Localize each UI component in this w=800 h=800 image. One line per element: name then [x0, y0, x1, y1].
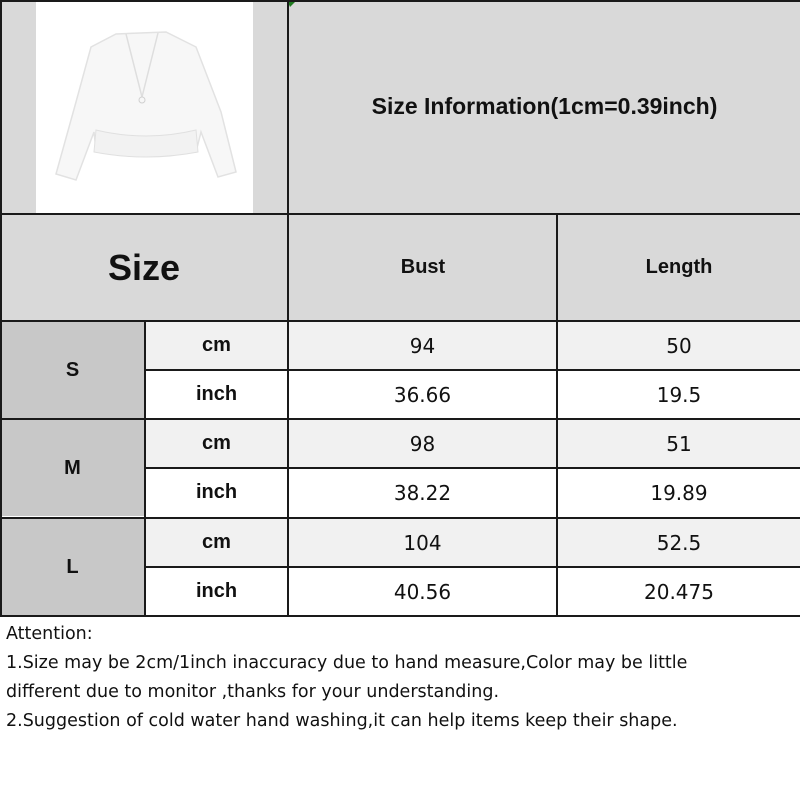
length-value: 50: [558, 322, 800, 369]
bust-value: 98: [289, 420, 556, 467]
unit-label: cm: [146, 322, 287, 369]
size-label-m: M: [0, 420, 145, 516]
length-value: 52.5: [558, 519, 800, 566]
bust-value: 40.56: [289, 568, 556, 615]
unit-label: inch: [146, 568, 287, 615]
unit-label: cm: [146, 420, 287, 467]
product-image: [36, 2, 253, 213]
product-image-cell: [0, 0, 288, 213]
length-value: 19.5: [558, 371, 800, 418]
attention-line: 2.Suggestion of cold water hand washing,…: [6, 711, 678, 731]
bust-column-header: Bust: [289, 215, 557, 320]
blouse-illustration: [55, 31, 237, 181]
attention-line: 1.Size may be 2cm/1inch inaccuracy due t…: [6, 653, 688, 673]
size-label-s: S: [0, 322, 145, 418]
size-label-l: L: [0, 519, 145, 615]
bust-value: 104: [289, 519, 556, 566]
size-info-title: Size Information(1cm=0.39inch): [289, 0, 800, 213]
attention-heading: Attention:: [6, 624, 93, 644]
attention-notes: Attention: 1.Size may be 2cm/1inch inacc…: [6, 620, 800, 736]
length-value: 20.475: [558, 568, 800, 615]
attention-line: different due to monitor ,thanks for you…: [6, 682, 500, 702]
length-value: 19.89: [558, 469, 800, 516]
bust-value: 38.22: [289, 469, 556, 516]
unit-label: inch: [146, 371, 287, 418]
length-column-header: Length: [558, 215, 800, 320]
bust-value: 94: [289, 322, 556, 369]
unit-label: cm: [146, 519, 287, 566]
size-column-header: Size: [0, 215, 288, 320]
bust-value: 36.66: [289, 371, 556, 418]
unit-label: inch: [146, 469, 287, 516]
length-value: 51: [558, 420, 800, 467]
